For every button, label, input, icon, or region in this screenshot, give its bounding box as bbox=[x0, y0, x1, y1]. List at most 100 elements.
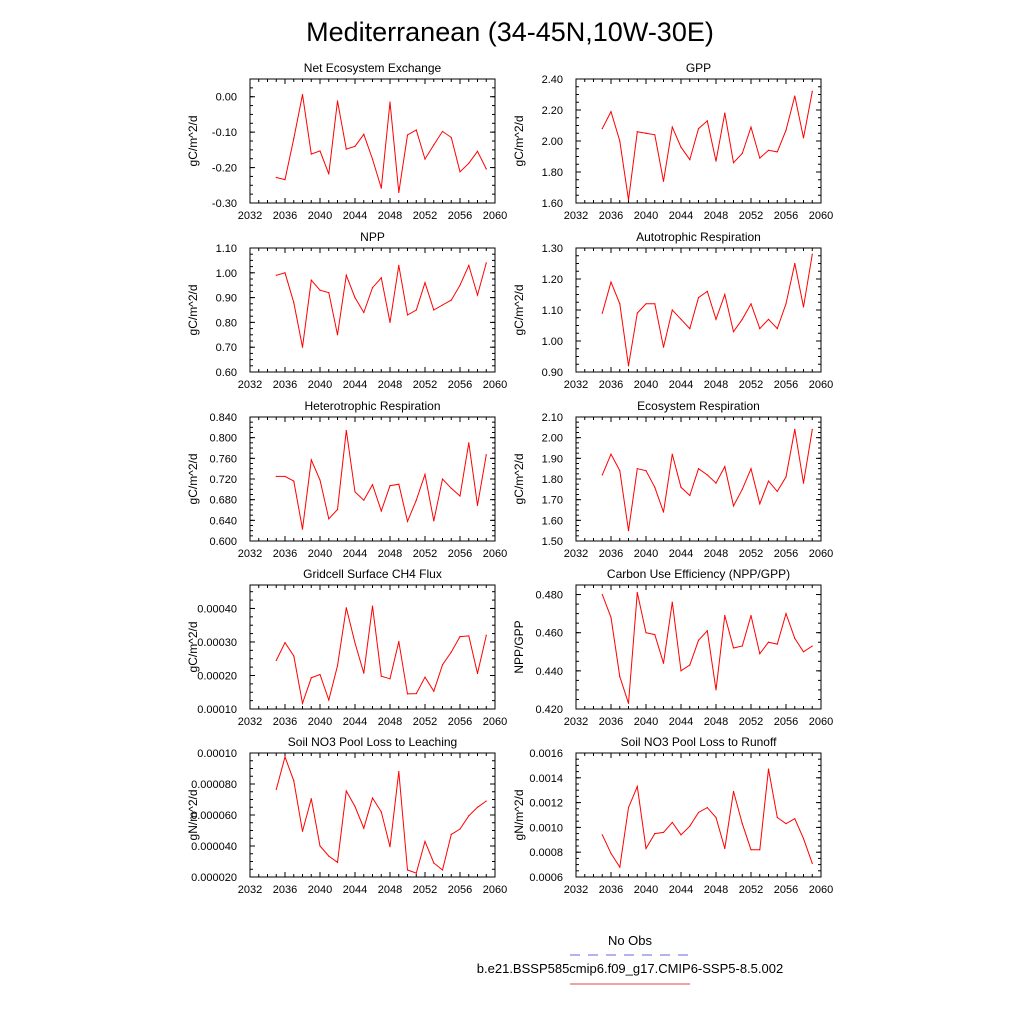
data-point bbox=[794, 818, 796, 820]
x-tick-label: 2052 bbox=[739, 210, 763, 222]
data-point bbox=[406, 693, 409, 695]
x-tick-label: 2052 bbox=[739, 716, 763, 728]
x-tick-label: 2056 bbox=[774, 716, 798, 728]
data-point bbox=[785, 613, 787, 615]
data-point bbox=[759, 503, 761, 505]
x-tick-label: 2044 bbox=[343, 210, 367, 222]
data-point bbox=[310, 459, 312, 461]
data-point bbox=[293, 301, 295, 304]
data-point bbox=[275, 788, 277, 791]
data-point bbox=[706, 474, 708, 476]
data-point bbox=[476, 294, 479, 296]
y-tick-label: 1.10 bbox=[216, 243, 237, 255]
data-point bbox=[319, 150, 321, 152]
panel-title: Net Ecosystem Exchange bbox=[304, 61, 442, 75]
data-point bbox=[794, 428, 796, 430]
x-tick-label: 2032 bbox=[238, 716, 262, 728]
data-point bbox=[284, 642, 286, 644]
x-tick-label: 2044 bbox=[343, 716, 367, 728]
data-point bbox=[275, 475, 277, 478]
y-tick-label: 0.0016 bbox=[529, 748, 563, 760]
data-point bbox=[619, 140, 621, 142]
data-point bbox=[319, 673, 321, 676]
data-point bbox=[450, 651, 452, 653]
x-tick-label: 2060 bbox=[483, 379, 507, 391]
data-point bbox=[811, 862, 813, 864]
x-tick-label: 2056 bbox=[448, 379, 472, 391]
data-point bbox=[354, 805, 356, 808]
data-point bbox=[662, 346, 665, 348]
x-tick-label: 2060 bbox=[483, 548, 507, 560]
data-point bbox=[380, 187, 382, 189]
x-tick-label: 2036 bbox=[599, 379, 623, 391]
x-tick-label: 2052 bbox=[739, 379, 763, 391]
data-point bbox=[371, 605, 374, 607]
data-point bbox=[336, 861, 339, 863]
data-point bbox=[715, 816, 717, 819]
data-point bbox=[776, 328, 778, 330]
data-point bbox=[406, 520, 409, 522]
data-point bbox=[671, 453, 673, 455]
data-point bbox=[636, 312, 638, 314]
data-point bbox=[662, 511, 665, 513]
x-tick-label: 2036 bbox=[273, 884, 297, 896]
data-point bbox=[811, 253, 813, 255]
y-tick-label: 0.000060 bbox=[191, 810, 237, 822]
x-tick-label: 2044 bbox=[343, 884, 367, 896]
x-tick-label: 2032 bbox=[564, 716, 588, 728]
data-point bbox=[732, 331, 735, 333]
chart-panel-5: Heterotrophic Respiration gC/m^2/d 2032 203… bbox=[186, 399, 507, 560]
y-tick-label: 1.00 bbox=[216, 268, 237, 280]
data-point bbox=[363, 672, 365, 674]
x-tick-label: 2044 bbox=[669, 884, 693, 896]
data-point bbox=[275, 274, 277, 276]
data-point bbox=[398, 264, 400, 266]
x-tick-label: 2044 bbox=[343, 379, 367, 391]
data-point bbox=[371, 287, 374, 289]
data-point bbox=[601, 312, 603, 314]
data-point bbox=[619, 866, 621, 868]
data-point bbox=[627, 365, 630, 367]
data-point bbox=[319, 289, 321, 291]
data-point bbox=[415, 129, 417, 131]
data-point bbox=[284, 179, 286, 181]
panel-title: GPP bbox=[686, 61, 711, 75]
y-axis-label: gC/m^2/d bbox=[512, 285, 526, 336]
data-point bbox=[645, 470, 647, 472]
data-point bbox=[794, 95, 796, 97]
data-point bbox=[802, 137, 805, 139]
y-tick-label: 0.00040 bbox=[197, 603, 237, 615]
x-tick-label: 2056 bbox=[448, 716, 472, 728]
x-tick-label: 2044 bbox=[669, 210, 693, 222]
data-point bbox=[610, 616, 612, 619]
data-point bbox=[415, 872, 417, 874]
data-point bbox=[601, 834, 603, 836]
y-tick-label: 2.40 bbox=[542, 74, 563, 86]
data-point bbox=[433, 520, 435, 522]
plot-frame bbox=[575, 752, 822, 878]
y-tick-label: 0.90 bbox=[542, 367, 563, 379]
data-point bbox=[301, 702, 304, 704]
y-tick-label: -0.20 bbox=[212, 163, 237, 175]
data-point bbox=[706, 630, 708, 632]
data-point bbox=[715, 160, 717, 162]
y-axis-label: NPP/GPP bbox=[512, 620, 526, 673]
x-tick-label: 2032 bbox=[238, 884, 262, 896]
data-point bbox=[328, 855, 330, 857]
data-point bbox=[415, 692, 417, 695]
data-point bbox=[662, 180, 665, 182]
data-point bbox=[389, 321, 391, 323]
data-point bbox=[398, 641, 400, 643]
data-point bbox=[284, 475, 286, 478]
data-point bbox=[671, 309, 673, 311]
data-point bbox=[654, 833, 656, 835]
chart-panel-8: Carbon Use Efficiency (NPP/GPP) NPP/GPP 20… bbox=[512, 567, 833, 728]
data-point bbox=[293, 480, 295, 482]
data-point bbox=[610, 110, 612, 113]
legend: No Obs b.e21.BSSP585cmip6.f09_g17.CMIP6-… bbox=[477, 933, 783, 985]
x-tick-label: 2044 bbox=[669, 379, 693, 391]
data-point bbox=[680, 834, 682, 836]
data-point bbox=[671, 821, 673, 824]
data-point bbox=[398, 191, 400, 193]
y-tick-label: 2.00 bbox=[542, 136, 563, 148]
